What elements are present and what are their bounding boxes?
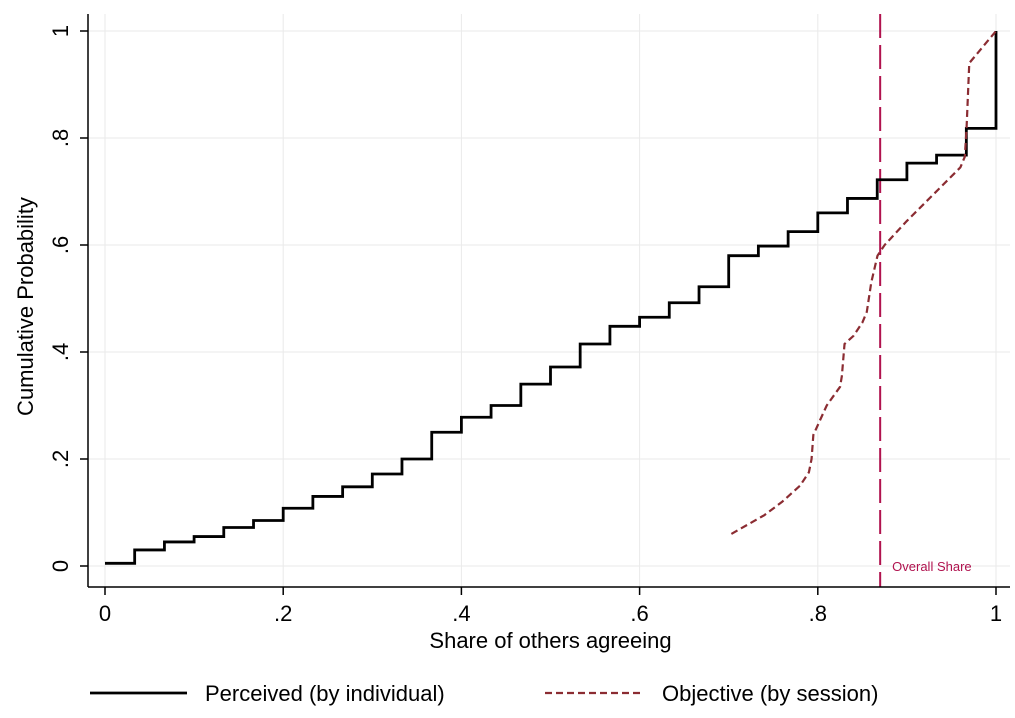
x-tick-label-3: .6 bbox=[630, 601, 648, 626]
x-tick-label-0: 0 bbox=[99, 601, 111, 626]
legend: Perceived (by individual) Objective (by … bbox=[90, 681, 878, 706]
reference-line-layer: Overall Share bbox=[879, 14, 972, 587]
y-tick-label-0: 0 bbox=[48, 560, 73, 572]
reference-line-label-0: Overall Share bbox=[892, 559, 971, 574]
x-axis-title: Share of others agreeing bbox=[429, 628, 671, 653]
axes-layer: 0 .2 .4 .6 .8 1 0 .2 .4 .6 .8 1 bbox=[48, 14, 1010, 626]
series-line-1 bbox=[730, 30, 997, 535]
y-tick-label-5: 1 bbox=[48, 25, 73, 37]
y-axis-title: Cumulative Probability bbox=[13, 197, 38, 416]
series-layer bbox=[105, 30, 998, 565]
y-tick-label-1: .2 bbox=[48, 450, 73, 468]
x-tick-label-5: 1 bbox=[990, 601, 1002, 626]
x-tick-label-4: .8 bbox=[809, 601, 827, 626]
series-line-0 bbox=[105, 31, 998, 565]
legend-label-objective: Objective (by session) bbox=[662, 681, 878, 706]
x-tick-label-1: .2 bbox=[274, 601, 292, 626]
x-tick-label-2: .4 bbox=[452, 601, 470, 626]
legend-label-perceived: Perceived (by individual) bbox=[205, 681, 445, 706]
y-tick-label-3: .6 bbox=[48, 236, 73, 254]
grid-layer bbox=[88, 14, 1010, 587]
y-tick-label-2: .4 bbox=[48, 343, 73, 361]
y-tick-label-4: .8 bbox=[48, 129, 73, 147]
